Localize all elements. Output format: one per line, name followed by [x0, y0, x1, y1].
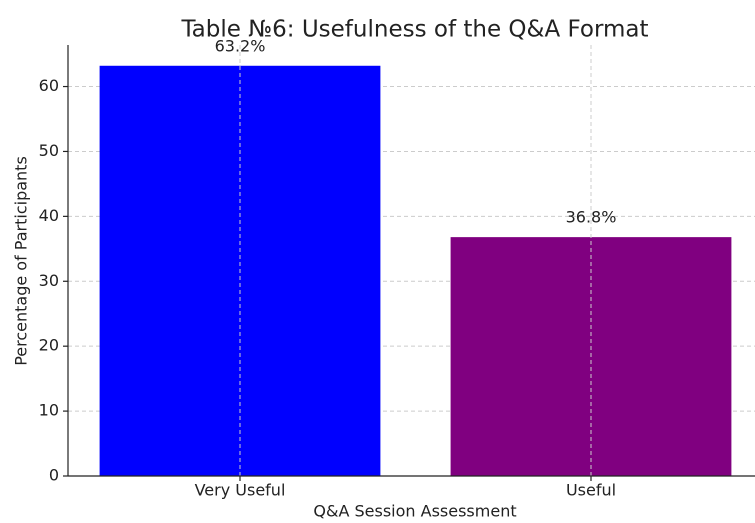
y-tick-label: 50: [39, 141, 59, 160]
y-tick-label: 10: [39, 401, 59, 420]
x-axis-label: Q&A Session Assessment: [313, 502, 516, 521]
x-tick-label: Useful: [566, 481, 616, 500]
data-label: 36.8%: [566, 208, 617, 227]
y-tick-label: 30: [39, 271, 59, 290]
y-tick-label: 0: [49, 466, 59, 485]
y-tick-label: 20: [39, 336, 59, 355]
chart-title: Table №6: Usefulness of the Q&A Format: [180, 17, 648, 43]
y-tick-label: 40: [39, 206, 59, 225]
y-tick-label: 60: [39, 76, 59, 95]
data-label: 63.2%: [215, 36, 266, 55]
x-tick-label: Very Useful: [195, 481, 286, 500]
y-axis-label: Percentage of Participants: [12, 156, 31, 366]
